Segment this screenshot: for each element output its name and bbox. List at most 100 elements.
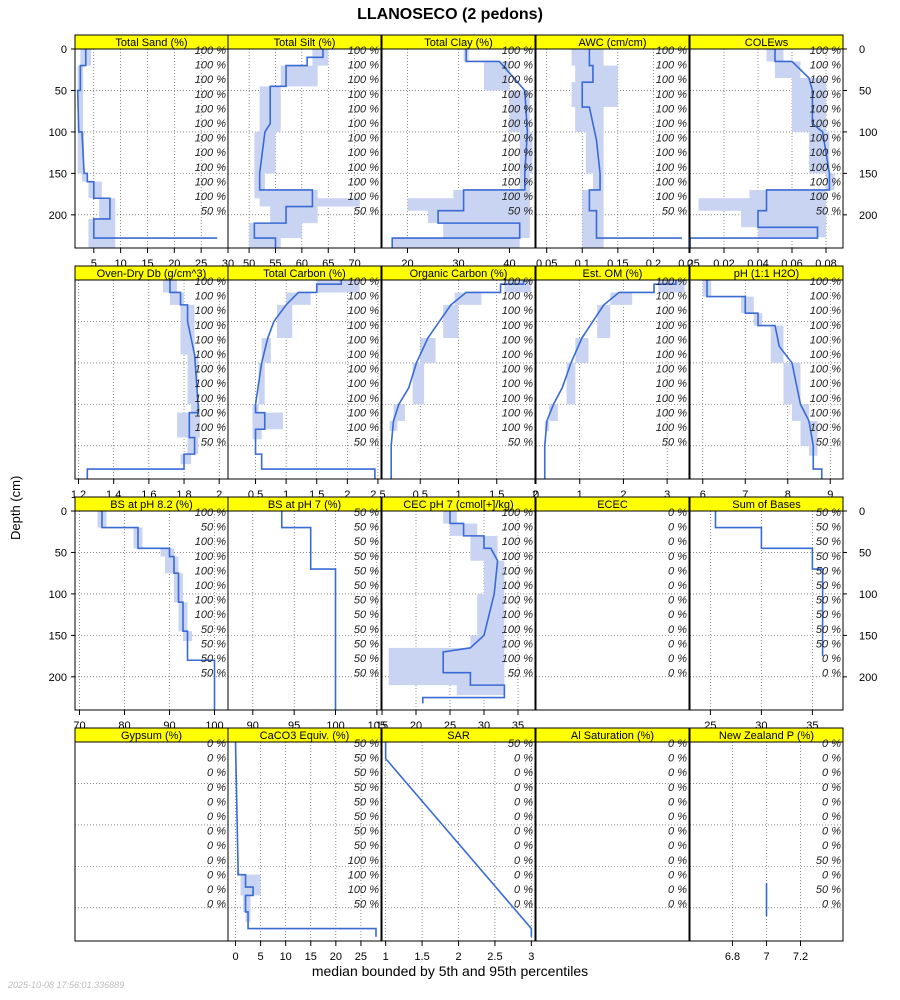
median-line — [390, 280, 525, 479]
percentile-band — [249, 49, 360, 248]
data-contribution-label: 0 % — [207, 811, 226, 823]
data-contribution-label: 100 % — [348, 133, 379, 145]
data-contribution-label: 100 % — [656, 320, 687, 332]
data-contribution-label: 100 % — [810, 291, 841, 303]
data-contribution-label: 100 % — [502, 565, 533, 577]
data-contribution-label: 0 % — [514, 782, 533, 794]
data-contribution-label: 100 % — [810, 407, 841, 419]
panel-title: COLEws — [745, 37, 789, 49]
data-contribution-label: 100 % — [502, 609, 533, 621]
data-contribution-label: 100 % — [195, 133, 226, 145]
median-line — [280, 511, 337, 710]
x-tick-label: 10 — [280, 951, 292, 963]
data-contribution-label: 100 % — [348, 349, 379, 361]
y-tick-label: 50 — [55, 547, 67, 559]
data-contribution-label: 50 % — [816, 609, 841, 621]
y-tick-label: 150 — [49, 168, 67, 180]
x-tick-label: 3 — [528, 951, 534, 963]
data-contribution-label: 100 % — [195, 118, 226, 130]
x-tick-label: 2.5 — [487, 951, 502, 963]
data-contribution-label: 100 % — [195, 147, 226, 159]
data-contribution-label: 0 % — [822, 899, 841, 911]
median-line — [421, 511, 506, 704]
data-contribution-label: 100 % — [502, 393, 533, 405]
median-line — [234, 741, 377, 937]
data-contribution-label: 0 % — [822, 782, 841, 794]
data-contribution-label: 0 % — [514, 826, 533, 838]
data-contribution-label: 100 % — [502, 407, 533, 419]
data-contribution-label: 100 % — [195, 580, 226, 592]
data-contribution-label: 100 % — [502, 334, 533, 346]
data-contribution-label: 0 % — [668, 884, 687, 896]
x-tick-label: 20 — [330, 951, 342, 963]
data-contribution-label: 0 % — [514, 753, 533, 765]
x-tick-label: 15 — [305, 951, 317, 963]
data-contribution-label: 50 % — [354, 609, 379, 621]
x-tick-label: 1 — [455, 489, 461, 501]
data-contribution-label: 100 % — [656, 89, 687, 101]
data-contribution-label: 50 % — [816, 638, 841, 650]
data-contribution-label: 100 % — [810, 103, 841, 115]
panel-title: Organic Carbon (%) — [410, 268, 508, 280]
data-contribution-label: 100 % — [502, 653, 533, 665]
x-axis-label: median bounded by 5th and 95th percentil… — [311, 963, 589, 979]
data-contribution-label: 50 % — [662, 206, 687, 218]
median-line — [581, 49, 682, 239]
median-line — [543, 280, 677, 479]
data-contribution-label: 50 % — [354, 826, 379, 838]
data-contribution-label: 50 % — [354, 624, 379, 636]
data-contribution-label: 50 % — [354, 206, 379, 218]
data-contribution-label: 50 % — [354, 767, 379, 779]
data-contribution-label: 50 % — [816, 206, 841, 218]
data-contribution-label: 100 % — [656, 291, 687, 303]
data-contribution-label: 50 % — [201, 206, 226, 218]
data-contribution-label: 100 % — [502, 349, 533, 361]
data-contribution-label: 100 % — [348, 855, 379, 867]
data-contribution-label: 100 % — [502, 162, 533, 174]
data-contribution-label: 0 % — [668, 536, 687, 548]
panel-frame — [227, 741, 382, 942]
data-contribution-label: 0 % — [668, 668, 687, 680]
data-contribution-label: 100 % — [502, 580, 533, 592]
x-tick-label: 8 — [785, 489, 791, 501]
data-contribution-label: 50 % — [508, 206, 533, 218]
data-contribution-label: 100 % — [656, 393, 687, 405]
data-contribution-label: 100 % — [195, 595, 226, 607]
data-contribution-label: 100 % — [195, 103, 226, 115]
data-contribution-label: 100 % — [502, 638, 533, 650]
data-contribution-label: 0 % — [668, 782, 687, 794]
data-contribution-label: 100 % — [348, 89, 379, 101]
data-contribution-label: 0 % — [514, 855, 533, 867]
data-contribution-label: 100 % — [810, 162, 841, 174]
data-contribution-label: 50 % — [354, 551, 379, 563]
data-contribution-label: 0 % — [668, 869, 687, 881]
data-contribution-label: 100 % — [502, 291, 533, 303]
x-tick-label: 5 — [91, 258, 97, 270]
y-tick-label: 150 — [49, 630, 67, 642]
data-contribution-label: 100 % — [502, 103, 533, 115]
data-contribution-label: 50 % — [354, 522, 379, 534]
data-contribution-label: 50 % — [354, 437, 379, 449]
data-contribution-label: 50 % — [201, 522, 226, 534]
median-line — [384, 742, 533, 937]
data-contribution-label: 100 % — [195, 349, 226, 361]
data-contribution-label: 100 % — [348, 334, 379, 346]
data-contribution-label: 100 % — [656, 60, 687, 72]
data-contribution-label: 100 % — [348, 60, 379, 72]
data-contribution-label: 0 % — [668, 811, 687, 823]
data-contribution-label: 100 % — [810, 364, 841, 376]
data-contribution-label: 100 % — [195, 378, 226, 390]
percentile-band — [162, 280, 200, 465]
data-contribution-label: 50 % — [354, 507, 379, 519]
data-contribution-label: 50 % — [354, 668, 379, 680]
panel-frame — [689, 279, 844, 480]
data-contribution-label: 50 % — [201, 653, 226, 665]
data-contribution-label: 100 % — [195, 162, 226, 174]
median-line — [391, 49, 529, 248]
panel-title: Gypsum (%) — [121, 730, 182, 742]
data-contribution-label: 100 % — [810, 378, 841, 390]
data-contribution-label: 100 % — [810, 176, 841, 188]
data-contribution-label: 100 % — [656, 407, 687, 419]
data-contribution-label: 100 % — [810, 422, 841, 434]
panel-title: Total Clay (%) — [424, 37, 492, 49]
